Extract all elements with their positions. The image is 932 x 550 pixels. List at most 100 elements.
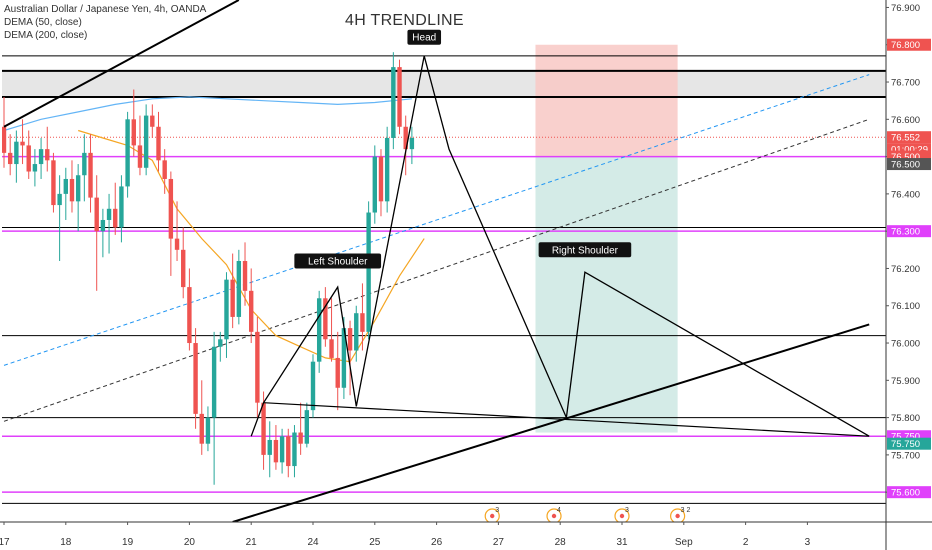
candle-body	[205, 417, 211, 444]
candle-body	[341, 328, 347, 388]
candle	[335, 331, 340, 411]
candle-body	[63, 178, 68, 194]
price-tick-label: 76.700	[891, 78, 920, 89]
legend-dema-200[interactable]: DEMA (200, close)	[4, 30, 88, 41]
legend-dema-50[interactable]: DEMA (50, close)	[4, 17, 82, 28]
price-tick-label: 75.700	[891, 450, 920, 461]
candle-body	[45, 149, 50, 161]
plot-area: Head Left Shoulder Right Shoulder 3 4 3 3 2	[2, 0, 886, 522]
candle-body	[279, 436, 285, 463]
time-tick-label: 28	[555, 537, 567, 548]
candle-body	[391, 67, 396, 138]
candle	[174, 201, 180, 261]
candle	[137, 115, 143, 176]
candle	[20, 119, 25, 165]
annotation-label: Left Shoulder	[308, 256, 368, 267]
candle	[113, 182, 118, 235]
candle	[323, 287, 328, 347]
event-marker: 3 2	[670, 507, 690, 522]
position-target-zone	[535, 156, 678, 433]
candle	[168, 171, 174, 276]
candle-body	[168, 178, 174, 239]
candle-body	[156, 126, 161, 161]
annotation-label: Right Shoulder	[552, 245, 619, 256]
candle	[267, 421, 272, 478]
candle	[273, 425, 279, 470]
candle	[38, 137, 44, 179]
price-tick-label: 75.800	[891, 413, 920, 424]
annotation-right-shoulder: Right Shoulder	[538, 242, 632, 258]
annotation-box	[407, 29, 442, 45]
candle	[378, 149, 384, 217]
price-tag-label: 76.500	[891, 152, 920, 163]
candle	[249, 268, 254, 344]
price-tick-label: 76.900	[891, 3, 920, 14]
candle-body	[298, 432, 303, 444]
candle-body	[7, 152, 13, 165]
candle	[162, 149, 167, 194]
candle-body	[335, 357, 340, 388]
candle-body	[119, 186, 124, 228]
candle	[310, 354, 316, 418]
candle	[69, 160, 75, 213]
price-tag-bg	[887, 225, 931, 238]
candle	[354, 305, 359, 362]
candle-body	[100, 219, 106, 232]
candle-body	[14, 141, 19, 165]
time-tick-label: 18	[60, 537, 72, 548]
candle	[63, 167, 68, 220]
candle-body	[38, 149, 44, 165]
candle-body	[255, 331, 260, 403]
price-tag-bg	[887, 158, 931, 171]
candle	[316, 290, 322, 373]
candle	[298, 402, 303, 455]
chart-title: 4H TRENDLINE	[345, 12, 464, 29]
price-tag-bg	[887, 38, 931, 51]
candle-body	[82, 152, 87, 176]
candle-body	[292, 432, 297, 467]
candle-body	[403, 126, 408, 150]
candle-body	[174, 238, 180, 250]
candle	[409, 126, 415, 165]
legend-symbol[interactable]: Australian Dollar / Japanese Yen, 4h, OA…	[4, 4, 207, 15]
candle-body	[267, 439, 272, 455]
candle-body	[273, 439, 279, 463]
candle-body	[304, 410, 310, 444]
candle-body	[94, 197, 99, 232]
candle	[7, 134, 13, 176]
price-tick-label: 76.000	[891, 339, 920, 350]
candle-body	[384, 137, 390, 202]
candle	[88, 134, 93, 213]
candle	[187, 268, 192, 351]
candle	[286, 428, 291, 478]
candle-body	[88, 152, 93, 198]
candle	[279, 428, 285, 474]
candle-body	[261, 402, 266, 455]
candle	[150, 104, 155, 138]
candle-body	[224, 279, 229, 340]
candle	[181, 227, 186, 299]
candle-body	[218, 339, 223, 347]
candle	[236, 249, 242, 325]
price-tag: 76.800	[887, 38, 931, 51]
candle-body	[26, 145, 31, 172]
candle	[211, 331, 217, 485]
candle	[397, 59, 402, 135]
candle-body	[360, 313, 365, 332]
candle	[403, 115, 408, 176]
candle-body	[75, 175, 81, 202]
candle	[199, 380, 204, 455]
event-marker: 3	[614, 507, 630, 522]
time-tick-label: 26	[431, 537, 443, 548]
candle-body	[211, 346, 217, 418]
neckline	[263, 402, 870, 437]
candle-body	[150, 115, 155, 127]
head-shoulders-pattern-line-0	[250, 55, 870, 437]
annotation-label: Head	[412, 33, 436, 44]
candle-body	[131, 119, 136, 146]
candle	[224, 272, 229, 358]
dashed-black-channel-line	[3, 118, 870, 422]
event-marker-count: 3	[495, 507, 499, 514]
